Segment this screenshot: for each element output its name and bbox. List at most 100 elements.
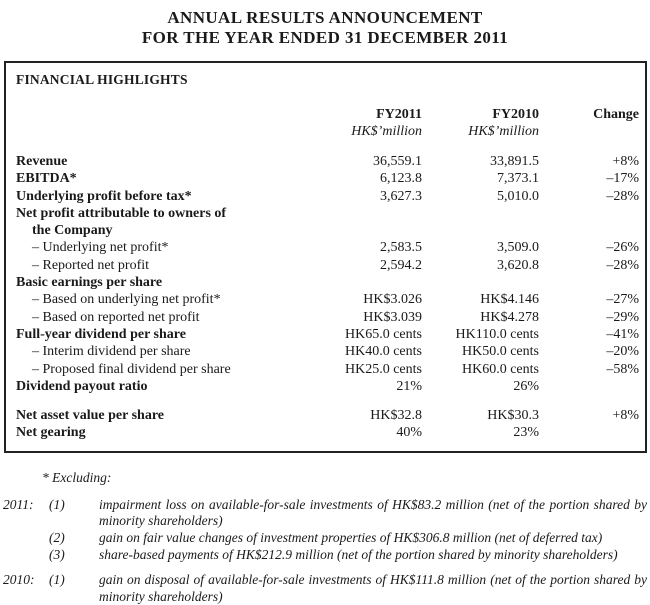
financial-highlights-box: FINANCIAL HIGHLIGHTS FY2011 HK$’million … <box>4 61 647 453</box>
financial-highlights-table: FY2011 HK$’million FY2010 HK$’million Ch… <box>16 106 639 442</box>
table-row: – Based on reported net profit HK$3.039 HK… <box>16 309 639 326</box>
footnote-text: gain on disposal of available-for-sale i… <box>99 572 647 604</box>
row-value-fy2011: 2,594.2 <box>380 257 422 273</box>
footnote-text: share-based payments of HK$212.9 million… <box>99 546 618 562</box>
row-value-fy2011: 40% <box>396 425 422 441</box>
table-row: – Proposed final dividend per share HK25.… <box>16 361 639 378</box>
row-value-fy2010: 23% <box>513 425 539 441</box>
row-value-fy2011 <box>325 274 422 291</box>
table-row: Dividend payout ratio 21% 26% <box>16 378 639 395</box>
row-value-fy2011: 3,627.3 <box>380 188 422 204</box>
column-unit-fy2011: HK$’million <box>351 124 422 139</box>
row-value-fy2011: 2,583.5 <box>380 240 422 256</box>
footnote-number: (1) <box>49 572 65 588</box>
row-value-change: –17% <box>606 171 639 187</box>
row-value-fy2010: 7,373.1 <box>497 171 539 187</box>
footnote-item: 2011: (1) impairment loss on available-for… <box>3 497 647 530</box>
column-header-fy2011: FY2011 HK$’million <box>325 106 422 153</box>
footnote-item: (3) share-based payments of HK$212.9 mill… <box>3 547 647 564</box>
row-value-fy2011: HK$3.026 <box>363 292 422 308</box>
footnote-year <box>3 547 49 564</box>
row-label: Dividend payout ratio <box>16 378 148 394</box>
table-header: FY2011 HK$’million FY2010 HK$’million Ch… <box>16 106 639 153</box>
table-row: – Based on underlying net profit* HK$3.02… <box>16 291 639 308</box>
row-value-change: –28% <box>606 188 639 204</box>
row-value-change <box>539 274 639 291</box>
row-value-fy2011: HK$32.8 <box>370 408 422 424</box>
row-value-change: +8% <box>612 154 639 169</box>
footnotes: 2011: (1) impairment loss on available-for… <box>3 497 647 605</box>
row-value-fy2011 <box>325 205 422 222</box>
row-label: Net profit attributable to owners of <box>16 205 227 221</box>
table-row: Net gearing 40% 23% <box>16 424 639 441</box>
row-value-change: –20% <box>606 344 639 360</box>
table-row: Full-year dividend per share HK65.0 cents… <box>16 326 639 343</box>
row-value-fy2011: 36,559.1 <box>373 154 422 169</box>
row-label: – Underlying net profit* <box>32 240 169 256</box>
title-line-2: FOR THE YEAR ENDED 31 DECEMBER 2011 <box>141 28 509 47</box>
row-value-change: –41% <box>606 326 639 342</box>
footnote-number: (1) <box>49 496 65 512</box>
footnote-group: 2011: (1) impairment loss on available-for… <box>3 497 647 563</box>
row-label: Underlying profit before tax* <box>16 188 192 204</box>
row-value-fy2011: HK65.0 cents <box>345 326 422 342</box>
row-label: Full-year dividend per share <box>16 326 186 342</box>
row-value-fy2010: HK50.0 cents <box>462 344 539 360</box>
footnote-text: gain on fair value changes of investment… <box>99 529 603 545</box>
table-row: – Underlying net profit* 2,583.5 3,509.0 –2… <box>16 239 639 256</box>
header-label-cell <box>16 106 325 153</box>
footnote-year: 2011: <box>3 496 34 512</box>
header-row: FY2011 HK$’million FY2010 HK$’million Ch… <box>16 106 639 153</box>
section-heading: FINANCIAL HIGHLIGHTS <box>16 72 188 87</box>
table-row: – Interim dividend per share HK40.0 cents… <box>16 343 639 360</box>
row-value-fy2011: HK$3.039 <box>363 309 422 325</box>
column-header-change: Change <box>539 106 639 153</box>
footnote-year: 2010: <box>3 572 35 588</box>
row-value-fy2010: HK$4.146 <box>480 292 539 308</box>
row-label: – Based on reported net profit <box>32 309 200 325</box>
row-value-fy2010: HK$4.278 <box>480 309 539 325</box>
row-value-fy2011: HK25.0 cents <box>345 361 422 377</box>
column-label-change: Change <box>593 107 639 122</box>
row-label: the Company <box>32 223 113 239</box>
table-row: Net asset value per share HK$32.8 HK$30.3 +… <box>16 407 639 424</box>
row-label: – Proposed final dividend per share <box>32 361 231 377</box>
row-value-fy2010: 5,010.0 <box>497 188 539 204</box>
footnote-number: (2) <box>49 529 65 545</box>
footnote-number: (3) <box>49 546 65 562</box>
row-label: – Interim dividend per share <box>32 344 191 360</box>
row-value-fy2011: HK40.0 cents <box>345 344 422 360</box>
row-value-change: –29% <box>606 309 639 325</box>
row-label: Basic earnings per share <box>16 275 163 291</box>
footnote-item: (2) gain on fair value changes of investm… <box>3 530 647 547</box>
row-value-change: –26% <box>606 240 639 256</box>
row-value-change <box>539 378 639 395</box>
row-value-change: +8% <box>612 408 639 424</box>
table-row: – Reported net profit 2,594.2 3,620.8 –28% <box>16 257 639 274</box>
spacer-row <box>16 395 639 407</box>
row-label: Net gearing <box>16 425 86 441</box>
column-header-fy2010: FY2010 HK$’million <box>422 106 539 153</box>
table-row: the Company <box>16 222 639 239</box>
table-row: Revenue 36,559.1 33,891.5 +8% <box>16 153 639 170</box>
row-value-fy2010: 33,891.5 <box>490 154 539 169</box>
column-label-fy2011: FY2011 <box>376 107 422 122</box>
footnote-item: 2010: (1) gain on disposal of available-fo… <box>3 572 647 605</box>
column-unit-fy2010: HK$’million <box>468 124 539 139</box>
row-value-fy2010: 26% <box>513 378 539 394</box>
table-row: Underlying profit before tax* 3,627.3 5,01… <box>16 188 639 205</box>
row-value-change: –27% <box>606 292 639 308</box>
row-value-fy2011 <box>325 222 422 239</box>
row-label: Revenue <box>16 154 68 169</box>
row-label: – Reported net profit <box>32 257 150 273</box>
row-value-fy2010: 3,620.8 <box>497 257 539 273</box>
table-row: Net profit attributable to owners of <box>16 205 639 222</box>
excluding-note: * Excluding: <box>42 469 112 485</box>
column-label-fy2010: FY2010 <box>492 107 539 122</box>
row-value-fy2010: HK60.0 cents <box>462 361 539 377</box>
row-value-fy2010 <box>422 205 539 222</box>
row-value-fy2010: HK$30.3 <box>487 408 539 424</box>
row-value-change: –28% <box>606 257 639 273</box>
row-value-fy2010: 3,509.0 <box>497 240 539 256</box>
